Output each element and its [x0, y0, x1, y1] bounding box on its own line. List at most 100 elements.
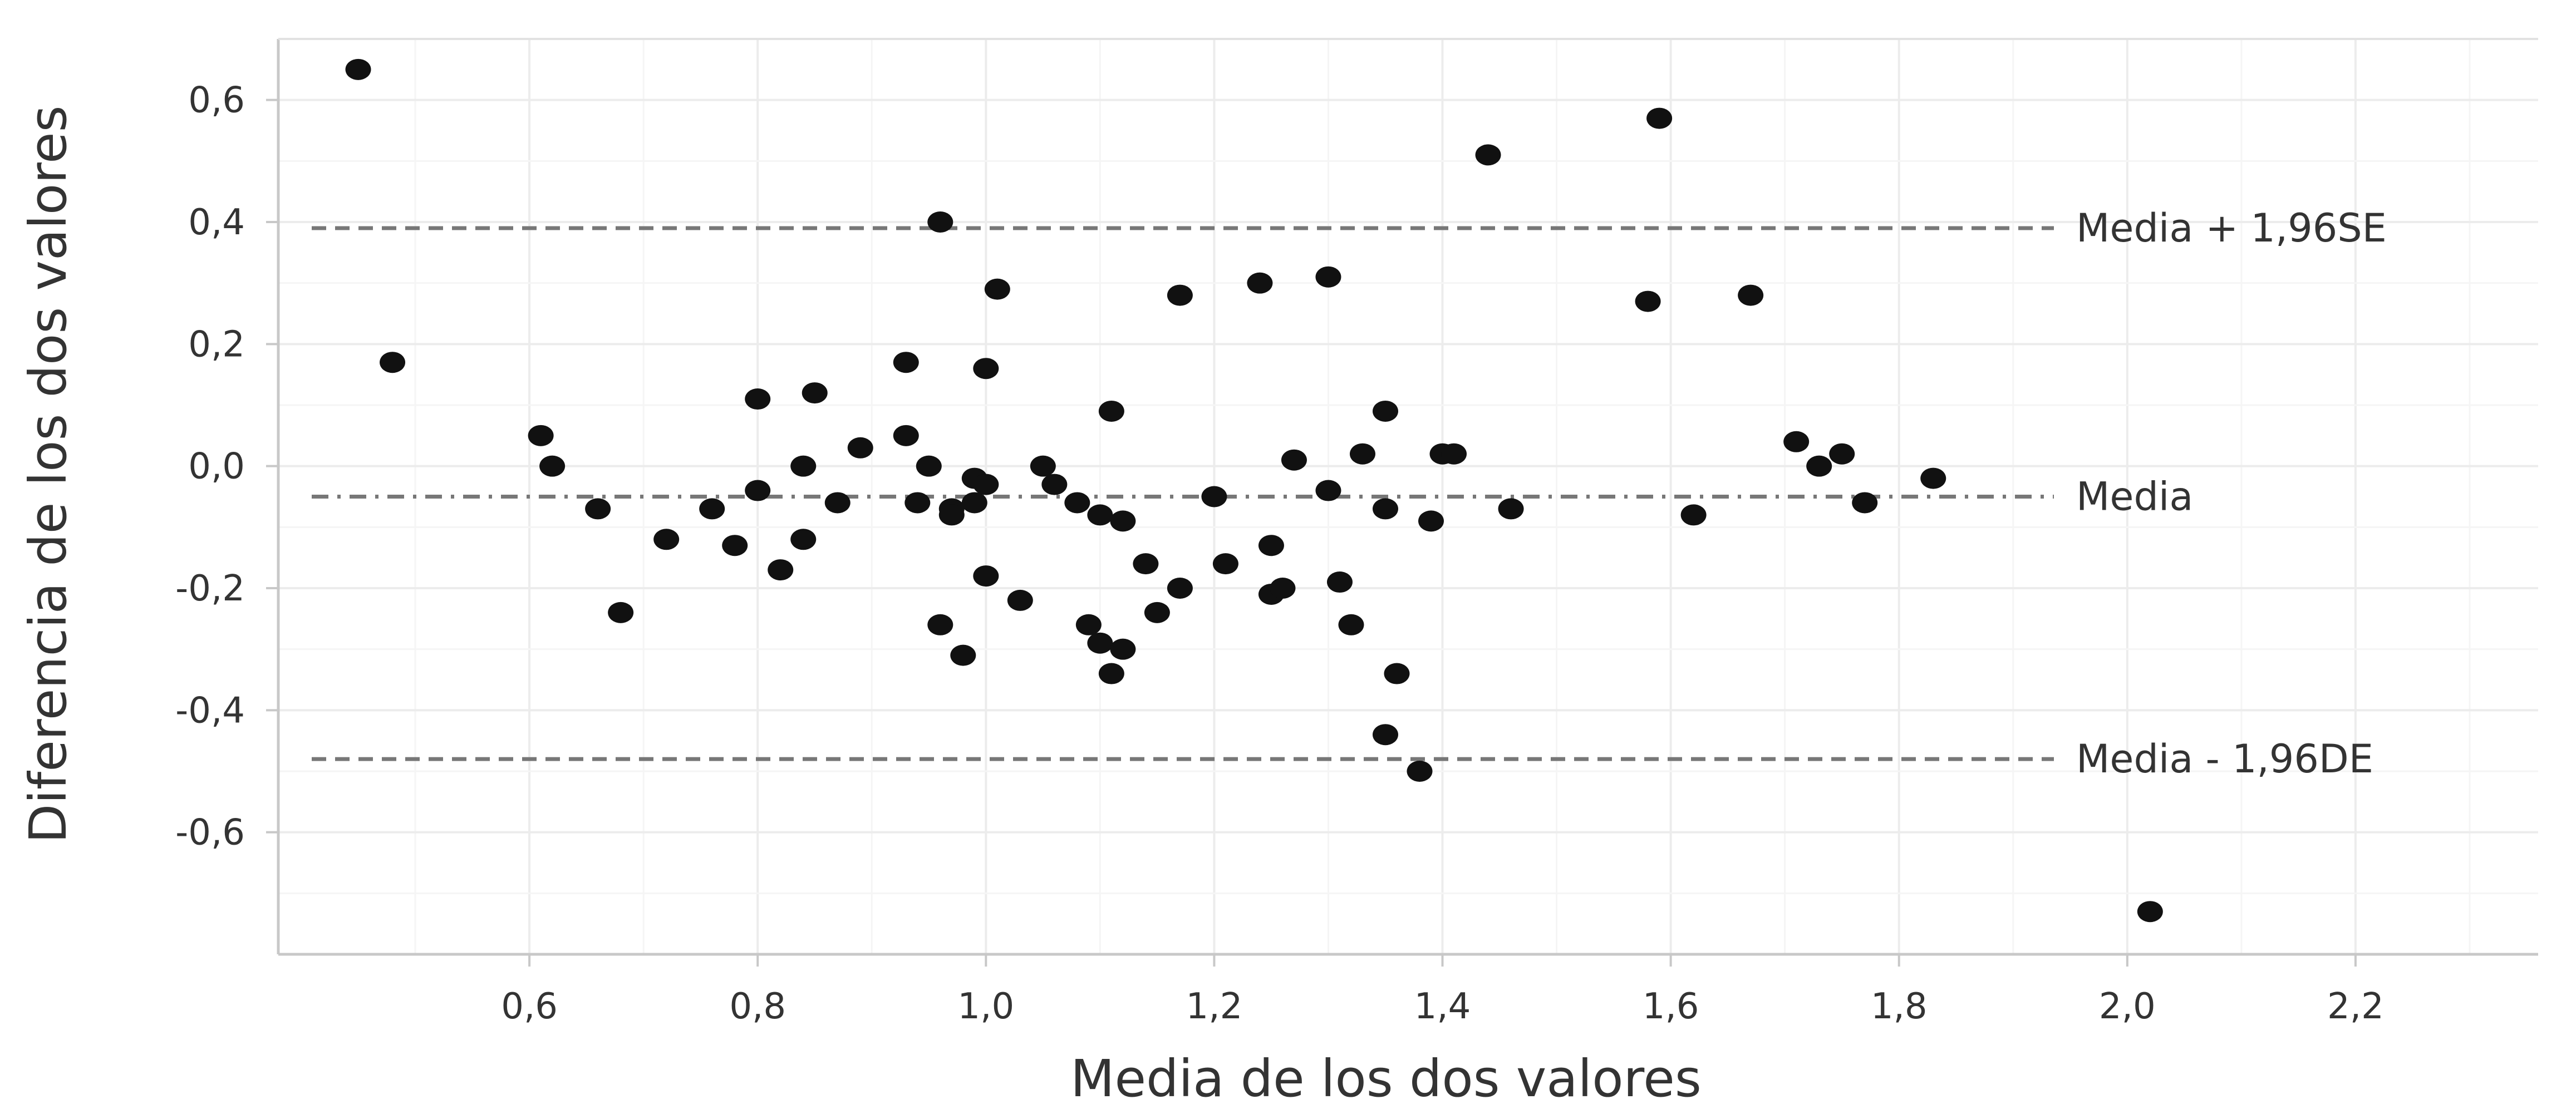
data-point — [1144, 602, 1170, 623]
data-point — [1098, 663, 1124, 684]
data-point — [1646, 107, 1673, 129]
data-point — [1258, 535, 1284, 556]
data-points — [345, 58, 2163, 923]
data-point — [1087, 632, 1113, 654]
x-tick-label: 0,8 — [729, 986, 786, 1027]
data-point — [790, 529, 817, 550]
data-point — [1098, 400, 1124, 422]
data-point — [927, 211, 953, 233]
data-point — [893, 352, 919, 373]
tick-labels: 0,6 0,8 1,0 1,2 1,4 1,6 1,8 2,0 2,2 -0,6 -0,4 -0,2 0… — [175, 80, 2384, 1027]
data-point — [1418, 510, 1444, 532]
data-point — [1041, 474, 1068, 495]
data-point — [1738, 284, 1764, 306]
data-point — [1680, 504, 1707, 526]
data-point — [1315, 266, 1341, 288]
data-point — [1384, 663, 1410, 684]
x-axis-title: Media de los dos valores — [1070, 1049, 1702, 1107]
data-point — [699, 498, 725, 520]
y-tick-label: 0,2 — [188, 324, 245, 365]
data-point — [1110, 510, 1136, 532]
data-point — [768, 559, 794, 581]
data-point — [528, 425, 554, 446]
data-point — [1270, 578, 1296, 599]
data-point — [1338, 614, 1364, 635]
data-point — [585, 498, 611, 520]
data-point — [950, 644, 976, 666]
axes — [266, 38, 2538, 967]
data-point — [790, 455, 817, 477]
y-tick-label: 0,0 — [188, 446, 245, 487]
data-point — [1201, 486, 1227, 507]
data-point — [380, 352, 406, 373]
y-tick-label: -0,2 — [175, 568, 245, 609]
data-point — [1007, 589, 1033, 611]
data-point — [1441, 443, 1467, 465]
data-point — [938, 504, 965, 526]
x-tick-label: 1,0 — [957, 986, 1014, 1027]
grid — [278, 39, 2538, 954]
x-tick-label: 2,2 — [2327, 986, 2384, 1027]
data-point — [1315, 480, 1341, 501]
x-tick-label: 1,4 — [1414, 986, 1471, 1027]
data-point — [973, 358, 999, 379]
y-tick-label: -0,4 — [175, 690, 245, 731]
data-point — [973, 565, 999, 587]
data-point — [1212, 553, 1238, 575]
data-point — [893, 425, 919, 446]
x-tick-label: 1,8 — [1871, 986, 1928, 1027]
data-point — [1167, 578, 1193, 599]
x-tick-label: 1,2 — [1186, 986, 1243, 1027]
data-point — [345, 58, 371, 80]
data-point — [2137, 901, 2163, 923]
data-point — [1349, 443, 1375, 465]
data-point — [1498, 498, 1524, 520]
data-point — [847, 437, 873, 459]
reference-line-label: Media — [2076, 474, 2193, 520]
data-point — [973, 474, 999, 495]
data-point — [802, 382, 828, 404]
data-point — [1133, 553, 1159, 575]
x-tick-label: 0,6 — [501, 986, 558, 1027]
reference-line-label: Media - 1,96DE — [2076, 736, 2373, 782]
data-point — [984, 278, 1010, 300]
y-tick-label: 0,4 — [188, 202, 245, 243]
data-point — [1030, 455, 1056, 477]
data-point — [722, 535, 748, 556]
data-point — [1783, 431, 1810, 452]
data-point — [1247, 272, 1273, 294]
data-point — [1075, 614, 1102, 635]
data-point — [1372, 724, 1398, 746]
data-point — [1372, 498, 1398, 520]
data-point — [1407, 761, 1433, 782]
data-point — [653, 529, 680, 550]
data-point — [1281, 449, 1307, 471]
data-point — [961, 492, 987, 514]
y-tick-label: -0,6 — [175, 812, 245, 854]
data-point — [539, 455, 566, 477]
data-point — [1806, 455, 1832, 477]
data-point — [608, 602, 634, 623]
data-point — [1852, 492, 1878, 514]
data-point — [927, 614, 953, 635]
data-point — [904, 492, 931, 514]
data-point — [745, 480, 771, 501]
y-axis-title: Diferencia de los dos valores — [18, 105, 78, 843]
reference-lines: Media + 1,96SE Media Media - 1,96DE — [312, 205, 2387, 782]
data-point — [916, 455, 942, 477]
data-point — [1829, 443, 1855, 465]
data-point — [1635, 290, 1661, 312]
x-tick-label: 1,6 — [1643, 986, 1699, 1027]
reference-line-label: Media + 1,96SE — [2076, 205, 2387, 251]
data-point — [824, 492, 851, 514]
data-point — [1087, 504, 1113, 526]
data-point — [1110, 638, 1136, 660]
data-point — [745, 388, 771, 410]
data-point — [1064, 492, 1090, 514]
data-point — [1326, 571, 1353, 593]
data-point — [1372, 400, 1398, 422]
data-point — [1475, 144, 1501, 166]
x-tick-label: 2,0 — [2099, 986, 2156, 1027]
